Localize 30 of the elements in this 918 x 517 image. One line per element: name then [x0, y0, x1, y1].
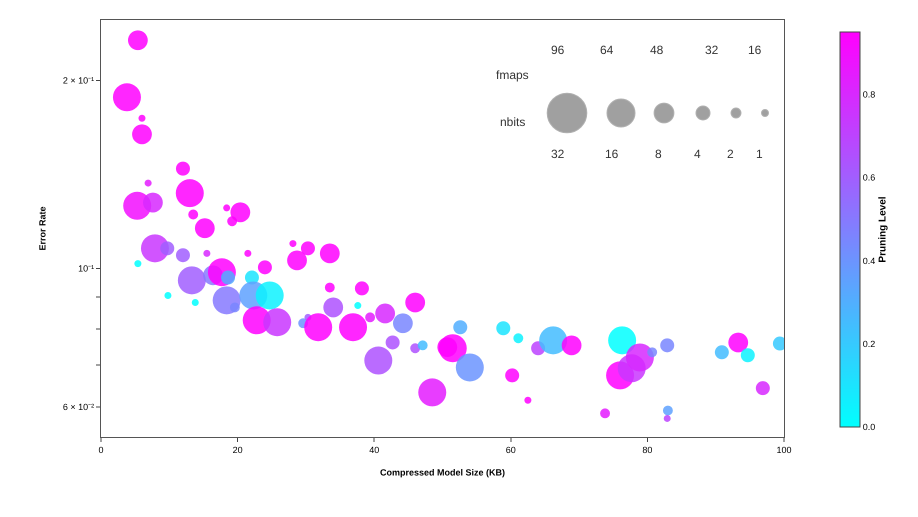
color-bar-label: 0.8 [862, 90, 876, 100]
x-tick-label: 20 [232, 444, 243, 455]
legend-label: 1 [756, 147, 763, 161]
legend-label: 2 [727, 147, 734, 161]
color-bar-label: 0.2 [862, 338, 876, 349]
legend-title: nbits [500, 115, 526, 129]
legend-label: 16 [605, 147, 619, 161]
color-bar-title: Pruning Level [877, 196, 888, 263]
y-tick-label: 2 × 10⁻¹ [62, 76, 94, 86]
x-tick-label: 80 [642, 444, 652, 455]
x-tick-label: 0 [98, 444, 104, 455]
color-bar-label: 0.6 [862, 172, 876, 183]
color-bar-label: 0.4 [862, 256, 876, 266]
annotation: 48 [650, 43, 664, 57]
annotation: fmaps [496, 68, 529, 82]
x-tick-label: 100 [776, 444, 792, 455]
legend-label: 8 [655, 147, 662, 161]
x-tick-label: 60 [506, 444, 516, 455]
legend-label: 4 [694, 147, 701, 161]
y-tick-label: 6 × 10⁻² [62, 402, 94, 412]
annotation: 96 [551, 43, 565, 57]
x-tick-label: 40 [369, 444, 380, 455]
legend-label: 32 [551, 147, 565, 161]
annotation: 32 [705, 43, 719, 57]
y-axis-title: Error Rate [37, 206, 48, 251]
color-bar-label: 0.0 [862, 422, 876, 432]
annotation: 16 [748, 43, 762, 57]
annotation: 64 [600, 43, 614, 57]
x-axis-title: Compressed Model Size (KB) [380, 468, 506, 478]
y-tick-label: 10⁻¹ [78, 264, 94, 274]
